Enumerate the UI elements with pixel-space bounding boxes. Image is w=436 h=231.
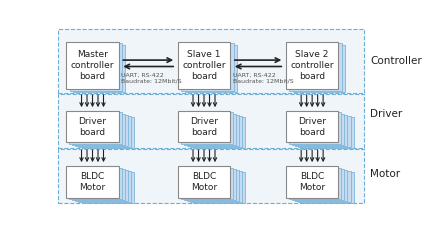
- FancyBboxPatch shape: [286, 111, 338, 143]
- FancyBboxPatch shape: [75, 170, 128, 201]
- Text: BLDC
Motor: BLDC Motor: [191, 172, 217, 192]
- FancyBboxPatch shape: [66, 42, 119, 89]
- FancyBboxPatch shape: [292, 114, 344, 145]
- Text: Driver
board: Driver board: [190, 117, 218, 137]
- FancyBboxPatch shape: [293, 45, 345, 92]
- FancyBboxPatch shape: [66, 167, 119, 198]
- FancyBboxPatch shape: [289, 168, 341, 199]
- FancyBboxPatch shape: [58, 94, 364, 148]
- Text: Slave 1
controller
board: Slave 1 controller board: [182, 50, 226, 81]
- FancyBboxPatch shape: [298, 116, 351, 147]
- FancyBboxPatch shape: [72, 169, 125, 200]
- FancyBboxPatch shape: [193, 117, 245, 148]
- Text: Slave 2
controller
board: Slave 2 controller board: [290, 50, 334, 81]
- FancyBboxPatch shape: [181, 43, 234, 91]
- Text: UART, RS-422
Baudrate: 12Mbit/S: UART, RS-422 Baudrate: 12Mbit/S: [121, 73, 182, 84]
- Text: Motor: Motor: [371, 170, 401, 179]
- FancyBboxPatch shape: [295, 170, 347, 201]
- Text: Driver: Driver: [371, 109, 403, 119]
- Text: Driver
board: Driver board: [298, 117, 326, 137]
- Text: Driver
board: Driver board: [78, 117, 106, 137]
- FancyBboxPatch shape: [178, 42, 230, 89]
- FancyBboxPatch shape: [70, 43, 122, 91]
- FancyBboxPatch shape: [178, 167, 230, 198]
- FancyBboxPatch shape: [66, 111, 119, 143]
- Text: UART, RS-422
Baudrate: 12Mbit/S: UART, RS-422 Baudrate: 12Mbit/S: [233, 73, 293, 84]
- Text: BLDC
Motor: BLDC Motor: [299, 172, 325, 192]
- Text: Controller: Controller: [371, 56, 422, 66]
- FancyBboxPatch shape: [190, 171, 242, 202]
- FancyBboxPatch shape: [187, 115, 239, 146]
- FancyBboxPatch shape: [286, 167, 338, 198]
- FancyBboxPatch shape: [289, 112, 341, 144]
- FancyBboxPatch shape: [286, 42, 338, 89]
- FancyBboxPatch shape: [292, 169, 344, 200]
- FancyBboxPatch shape: [78, 171, 131, 202]
- FancyBboxPatch shape: [69, 168, 122, 199]
- FancyBboxPatch shape: [58, 30, 364, 93]
- FancyBboxPatch shape: [82, 172, 134, 203]
- FancyBboxPatch shape: [295, 115, 347, 146]
- FancyBboxPatch shape: [69, 112, 122, 144]
- FancyBboxPatch shape: [190, 116, 242, 147]
- FancyBboxPatch shape: [82, 117, 134, 148]
- FancyBboxPatch shape: [73, 45, 126, 92]
- FancyBboxPatch shape: [298, 171, 351, 202]
- FancyBboxPatch shape: [290, 43, 342, 91]
- FancyBboxPatch shape: [181, 168, 233, 199]
- FancyBboxPatch shape: [301, 117, 354, 148]
- FancyBboxPatch shape: [184, 169, 236, 200]
- FancyBboxPatch shape: [193, 172, 245, 203]
- FancyBboxPatch shape: [178, 111, 230, 143]
- FancyBboxPatch shape: [184, 45, 237, 92]
- FancyBboxPatch shape: [75, 115, 128, 146]
- FancyBboxPatch shape: [72, 114, 125, 145]
- FancyBboxPatch shape: [78, 116, 131, 147]
- Text: Master
controller
board: Master controller board: [71, 50, 114, 81]
- FancyBboxPatch shape: [301, 172, 354, 203]
- Text: BLDC
Motor: BLDC Motor: [79, 172, 106, 192]
- FancyBboxPatch shape: [58, 149, 364, 203]
- FancyBboxPatch shape: [181, 112, 233, 144]
- FancyBboxPatch shape: [187, 170, 239, 201]
- FancyBboxPatch shape: [184, 114, 236, 145]
